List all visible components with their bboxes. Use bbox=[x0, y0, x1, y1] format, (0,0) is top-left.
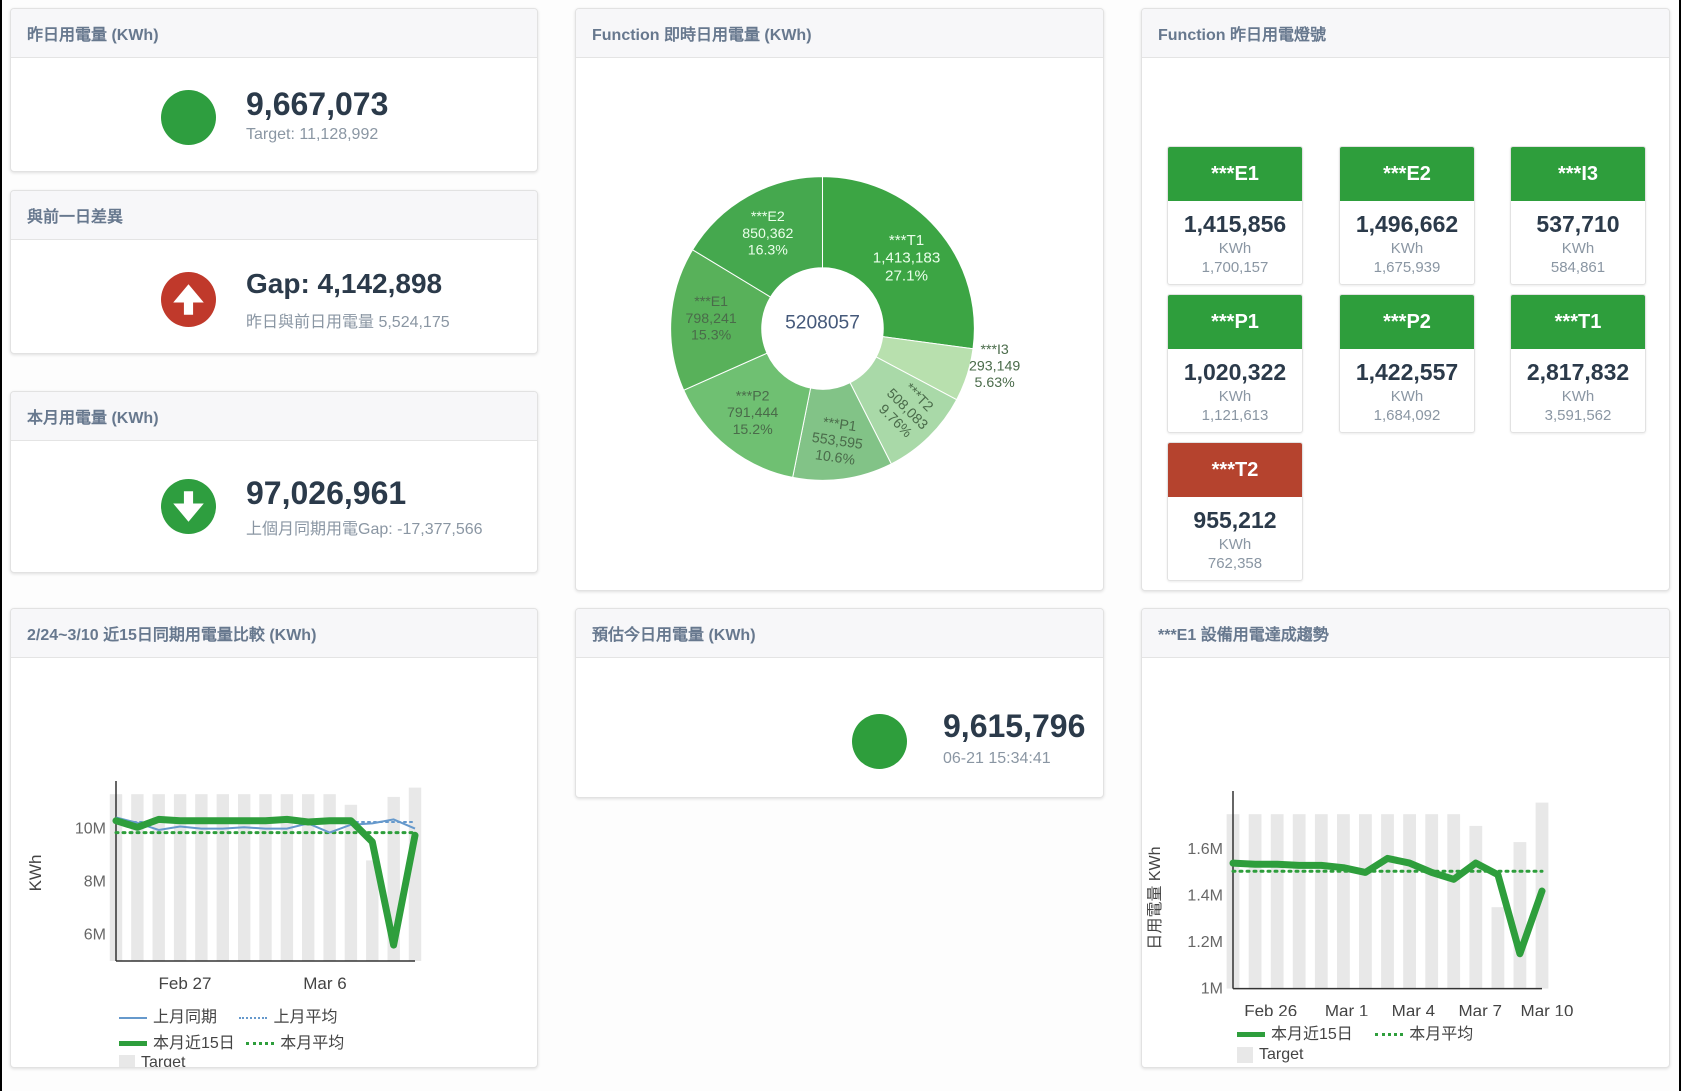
svg-text:Mar 1: Mar 1 bbox=[1325, 1002, 1368, 1016]
svg-text:16.3%: 16.3% bbox=[748, 243, 789, 259]
svg-text:Mar 4: Mar 4 bbox=[1392, 1002, 1435, 1016]
svg-text:1M: 1M bbox=[1201, 981, 1223, 998]
svg-text:293,149: 293,149 bbox=[969, 359, 1020, 375]
svg-text:8M: 8M bbox=[84, 874, 106, 891]
svg-text:Feb 27: Feb 27 bbox=[159, 974, 212, 992]
svg-text:15.2%: 15.2% bbox=[733, 422, 774, 438]
svg-text:日用電量 KWh: 日用電量 KWh bbox=[1147, 846, 1164, 949]
svg-text:791,444: 791,444 bbox=[727, 405, 778, 421]
svg-text:Feb 26: Feb 26 bbox=[1244, 1002, 1297, 1016]
svg-text:5208057: 5208057 bbox=[785, 313, 860, 334]
svg-text:1.6M: 1.6M bbox=[1187, 841, 1223, 858]
svg-text:***E1: ***E1 bbox=[694, 294, 728, 310]
svg-text:***E2: ***E2 bbox=[751, 209, 785, 225]
svg-text:1.2M: 1.2M bbox=[1187, 934, 1223, 951]
svg-text:***I3: ***I3 bbox=[980, 342, 1008, 358]
svg-text:1,413,183: 1,413,183 bbox=[873, 250, 941, 267]
svg-text:Mar 10: Mar 10 bbox=[1521, 1002, 1574, 1016]
svg-text:Mar 7: Mar 7 bbox=[1458, 1002, 1501, 1016]
svg-text:5.63%: 5.63% bbox=[975, 375, 1016, 391]
svg-text:***T1: ***T1 bbox=[889, 232, 924, 249]
svg-text:15.3%: 15.3% bbox=[691, 328, 732, 344]
svg-text:798,241: 798,241 bbox=[686, 311, 737, 327]
svg-text:6M: 6M bbox=[84, 927, 106, 944]
svg-text:850,362: 850,362 bbox=[742, 226, 793, 242]
svg-text:KWh: KWh bbox=[26, 855, 45, 892]
svg-text:10M: 10M bbox=[75, 821, 106, 838]
svg-text:27.1%: 27.1% bbox=[885, 267, 928, 284]
svg-text:***P2: ***P2 bbox=[736, 388, 770, 404]
svg-text:Mar 6: Mar 6 bbox=[303, 974, 346, 992]
svg-text:1.4M: 1.4M bbox=[1187, 888, 1223, 905]
